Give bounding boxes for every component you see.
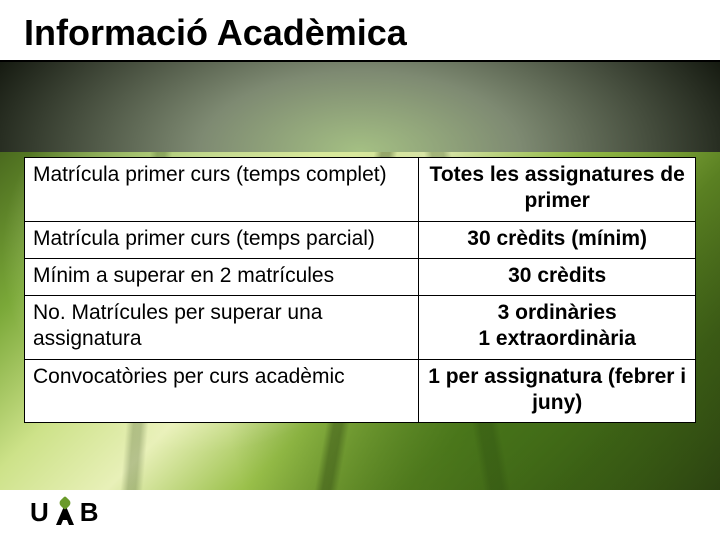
table-row: Matrícula primer curs (temps parcial) 30… bbox=[25, 221, 696, 258]
table-cell-value: 30 crèdits bbox=[419, 258, 696, 295]
logo-letter-u: U bbox=[30, 497, 50, 528]
academic-info-table: Matrícula primer curs (temps complet) To… bbox=[24, 157, 696, 423]
table-cell-value: 30 crèdits (mínim) bbox=[419, 221, 696, 258]
logo-letter-a-icon bbox=[54, 500, 76, 526]
table-row: Mínim a superar en 2 matrícules 30 crèdi… bbox=[25, 258, 696, 295]
table-row: Convocatòries per curs acadèmic 1 per as… bbox=[25, 359, 696, 423]
table-cell-value-line2: 1 extraordinària bbox=[427, 326, 687, 352]
table-cell-label: Matrícula primer curs (temps parcial) bbox=[25, 221, 419, 258]
table-cell-label: Matrícula primer curs (temps complet) bbox=[25, 158, 419, 222]
title-underline bbox=[0, 60, 720, 62]
table-cell-label: Convocatòries per curs acadèmic bbox=[25, 359, 419, 423]
logo-letter-b: B bbox=[80, 497, 100, 528]
table-cell-value-line1: 3 ordinàries bbox=[498, 301, 617, 324]
table-row: No. Matrícules per superar una assignatu… bbox=[25, 296, 696, 360]
uab-logo: U B bbox=[30, 497, 100, 528]
table-row: Matrícula primer curs (temps complet) To… bbox=[25, 158, 696, 222]
table-cell-label: No. Matrícules per superar una assignatu… bbox=[25, 296, 419, 360]
footer-bar bbox=[0, 490, 720, 540]
background-dark-band bbox=[0, 62, 720, 152]
table-cell-value: 1 per assignatura (febrer i juny) bbox=[419, 359, 696, 423]
page-title: Informació Acadèmica bbox=[24, 12, 407, 54]
table-cell-value: 3 ordinàries 1 extraordinària bbox=[419, 296, 696, 360]
table-cell-label: Mínim a superar en 2 matrícules bbox=[25, 258, 419, 295]
table-cell-value: Totes les assignatures de primer bbox=[419, 158, 696, 222]
